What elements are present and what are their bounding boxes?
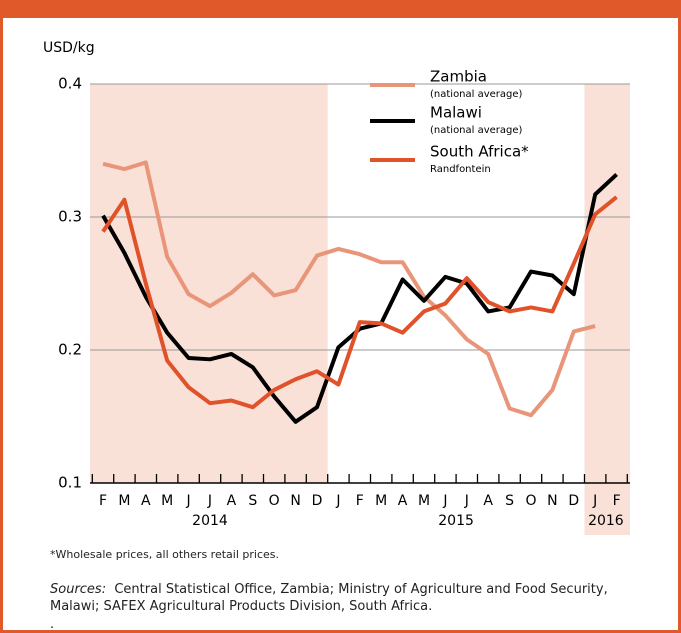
series-line — [102, 160, 596, 418]
x-tick-label: M — [118, 493, 130, 509]
year-shade — [584, 84, 630, 535]
x-tick-label: J — [464, 493, 469, 509]
x-tick-label: J — [335, 493, 340, 509]
x-tick-label: D — [312, 493, 323, 509]
x-tick-label: A — [141, 493, 151, 509]
end-mark: . — [50, 617, 55, 632]
chart: USD/kg 0.10.20.30.4F M A M J J A S O N D J F M A M J J A S O… — [43, 40, 630, 535]
footnote: *Wholesale prices, all others retail pri… — [50, 548, 279, 561]
x-tick-label: N — [547, 493, 557, 509]
series-line — [101, 195, 618, 410]
x-tick-label: J — [442, 493, 447, 509]
legend-note: (national average) — [430, 89, 523, 100]
year-label: 2014 — [192, 513, 228, 529]
x-tick-label: F — [613, 493, 621, 509]
x-tick-label: J — [207, 493, 212, 509]
year-label: 2016 — [588, 513, 624, 529]
y-tick-label: 0.2 — [58, 341, 82, 359]
y-tick-label: 0.1 — [58, 474, 82, 492]
legend-label: Malawi — [430, 104, 482, 122]
x-tick-label: A — [483, 493, 493, 509]
x-tick-label: A — [227, 493, 237, 509]
year-label: 2015 — [438, 513, 474, 529]
sources-text: Central Statistical Office, Zambia; Mini… — [50, 582, 608, 614]
x-tick-label: O — [525, 493, 536, 509]
x-tick-label: M — [418, 493, 430, 509]
legend-label: South Africa* — [430, 143, 529, 161]
y-tick-label: 0.3 — [58, 208, 82, 226]
x-tick-label: S — [248, 493, 257, 509]
legend-label: Zambia — [430, 68, 487, 86]
legend-note: (national average) — [430, 125, 523, 136]
x-tick-label: M — [375, 493, 387, 509]
year-shade — [90, 84, 328, 483]
x-tick-label: F — [99, 493, 107, 509]
x-tick-label: N — [290, 493, 300, 509]
x-tick-label: J — [186, 493, 191, 509]
y-axis-label: USD/kg — [43, 40, 95, 56]
x-tick-label: F — [356, 493, 364, 509]
x-tick-label: O — [269, 493, 280, 509]
series-line — [101, 172, 618, 424]
sources: Sources: Central Statistical Office, Zam… — [50, 581, 650, 615]
y-tick-label: 0.4 — [58, 75, 82, 93]
x-tick-label: J — [592, 493, 597, 509]
x-tick-label: S — [505, 493, 514, 509]
sources-label: Sources: — [50, 582, 107, 597]
x-tick-label: D — [568, 493, 579, 509]
x-tick-label: M — [161, 493, 173, 509]
x-tick-label: A — [398, 493, 408, 509]
legend-note: Randfontein — [430, 164, 491, 175]
